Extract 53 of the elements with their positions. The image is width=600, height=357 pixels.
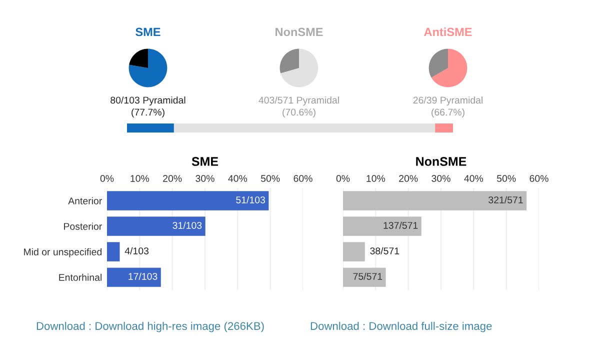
data-label: 38/571 (370, 247, 400, 254)
text: (77.7%) (132, 108, 164, 118)
chart-title: NonSME (416, 157, 466, 166)
bar (107, 216, 206, 236)
pie-slice (129, 48, 148, 68)
bar (107, 191, 269, 210)
pie-slice (280, 48, 318, 88)
x-tick-label: 0% (100, 175, 114, 182)
x-tick-label: 30% (432, 175, 450, 182)
x-tick-label: 10% (130, 175, 150, 182)
x-tick-label: 10% (366, 175, 386, 182)
y-tick-label: Entorhinal (59, 274, 102, 281)
pie-slice (128, 48, 168, 88)
chart-title: NonSME (276, 28, 323, 36)
bar (343, 268, 386, 287)
x-tick-label: 40% (464, 175, 484, 182)
bar (343, 191, 527, 210)
bar (107, 268, 161, 287)
data-label: 321/571 (488, 196, 523, 204)
chart-title: AntiSME (424, 28, 472, 36)
x-tick-label: 60% (530, 175, 548, 182)
bar (343, 242, 365, 262)
x-tick-label: 20% (163, 175, 182, 182)
y-tick-label: Posterior (64, 222, 102, 230)
text: Download : Download full-size image (310, 322, 492, 332)
chart-title: SME (192, 157, 218, 166)
x-tick-label: 50% (496, 175, 516, 182)
y-tick-label: Mid or unspecified (24, 248, 102, 258)
data-label: 51/103 (236, 196, 266, 204)
x-tick-label: 50% (260, 175, 280, 182)
data-label: 137/571 (384, 222, 418, 229)
text: Download : Download high-res image (266KB) (36, 322, 264, 332)
bar (107, 242, 120, 262)
x-tick-label: 40% (228, 175, 248, 182)
text: 80/103 Pyramidal (110, 96, 186, 106)
y-tick-label: Anterior (68, 197, 102, 204)
pie-slice (431, 48, 468, 88)
text: 26/39 Pyramidal (413, 96, 482, 106)
data-label: 4/103 (124, 247, 149, 254)
pie-slice (280, 48, 299, 74)
chart-title: SME (136, 28, 160, 36)
data-label: 31/103 (172, 222, 202, 229)
text: (66.7%) (432, 108, 464, 118)
x-tick-label: 20% (399, 175, 418, 182)
bar (343, 216, 422, 236)
data-label: 75/571 (353, 272, 382, 280)
text: 403/571 Pyramidal (258, 96, 339, 106)
x-tick-label: 0% (336, 175, 350, 182)
data-label: 17/103 (128, 272, 158, 280)
x-tick-label: 60% (294, 175, 312, 182)
text: (70.6%) (282, 108, 316, 118)
pie-slice (428, 48, 448, 78)
x-tick-label: 30% (196, 175, 214, 182)
